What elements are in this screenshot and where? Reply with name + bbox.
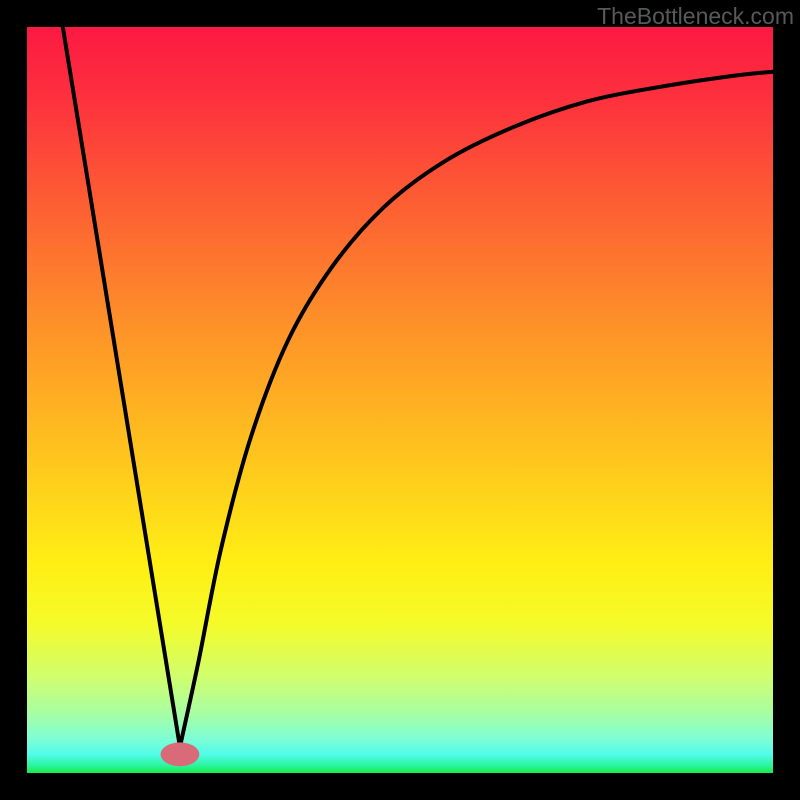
- bottleneck-chart: [0, 0, 800, 800]
- chart-background: [27, 27, 773, 773]
- optimal-point-marker: [161, 742, 200, 766]
- watermark: TheBottleneck.com: [597, 3, 794, 30]
- chart-container: TheBottleneck.com: [0, 0, 800, 800]
